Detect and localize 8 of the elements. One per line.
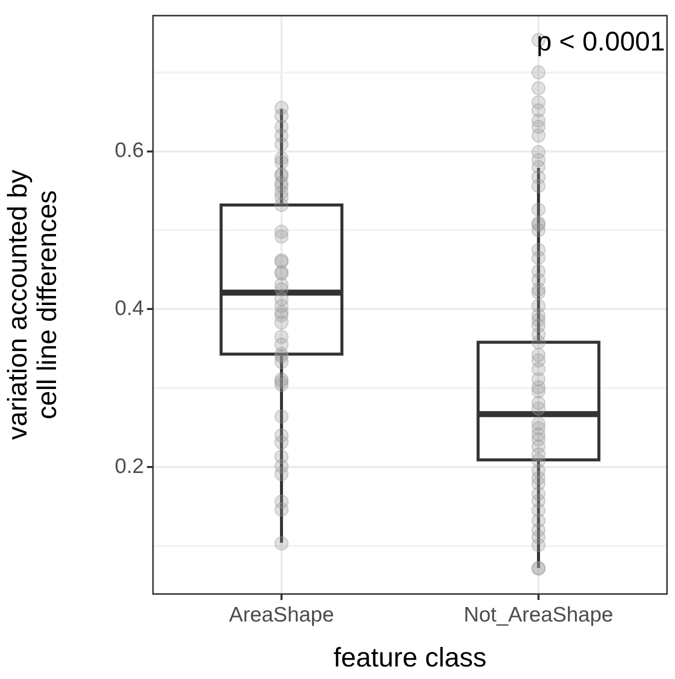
x-tick-label: Not_AreaShape: [464, 603, 614, 626]
x-tick-label: AreaShape: [228, 603, 334, 626]
annotation: p < 0.0001: [536, 26, 665, 57]
x-axis-title: feature class: [333, 642, 487, 672]
y-tick-label: 0.4: [114, 296, 144, 320]
y-axis-title: variation accounted by cell line differences: [2, 169, 62, 440]
y-tick-label: 0.2: [114, 454, 144, 478]
y-tick-label: 0.6: [114, 139, 144, 162]
